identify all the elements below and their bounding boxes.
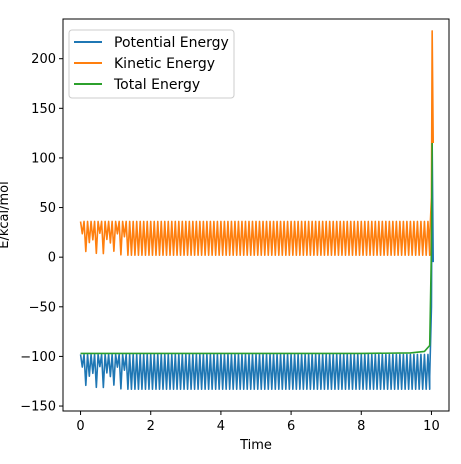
x-tick-label: 8 xyxy=(357,419,365,434)
y-tick-label: −50 xyxy=(29,300,56,315)
x-tick-label: 4 xyxy=(217,419,225,434)
plot-frame xyxy=(62,18,450,412)
series-line-potential-energy xyxy=(79,142,435,390)
series-line-total-energy xyxy=(80,143,433,355)
x-tick-label: 0 xyxy=(76,419,84,434)
x-tick-label: 6 xyxy=(287,419,295,434)
y-tick-label: 100 xyxy=(31,151,56,166)
y-tick-label: 0 xyxy=(48,251,56,266)
y-axis-ticks: −150 −100 −50 0 50 100 150 200 xyxy=(20,52,63,415)
legend-label: Total Energy xyxy=(113,77,200,93)
legend-box xyxy=(68,29,235,99)
x-tick-label: 10 xyxy=(423,419,440,434)
legend-label: Potential Energy xyxy=(114,35,229,51)
y-tick-label: 50 xyxy=(39,201,56,216)
y-tick-label: 150 xyxy=(31,102,56,117)
y-tick-label: 200 xyxy=(31,52,56,67)
x-axis-ticks: 0 2 4 6 8 10 xyxy=(76,411,440,434)
legend-label: Kinetic Energy xyxy=(114,56,215,72)
series-line-kinetic-energy xyxy=(79,30,435,256)
y-tick-label: −150 xyxy=(20,400,56,415)
x-axis-label: Time xyxy=(239,438,272,453)
y-tick-label: −100 xyxy=(20,350,56,365)
x-tick-label: 2 xyxy=(147,419,155,434)
y-axis-label: E/kcal/mol xyxy=(0,181,12,248)
series-layer xyxy=(79,30,435,390)
legend: Potential Energy Kinetic Energy Total Ener… xyxy=(68,29,235,99)
